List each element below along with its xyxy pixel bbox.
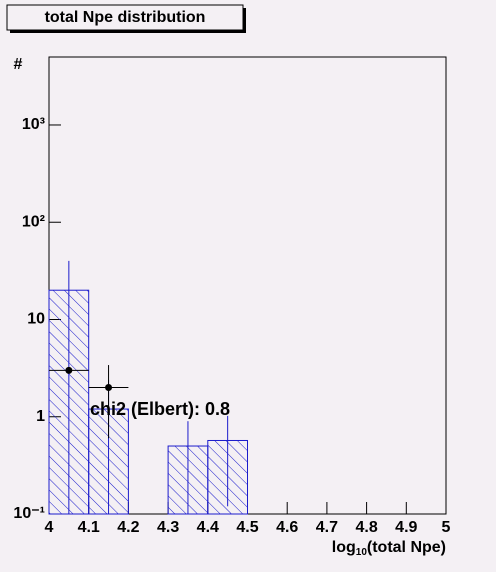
x-tick-label: 4.8 bbox=[355, 519, 377, 536]
x-tick-label: 4.3 bbox=[157, 519, 179, 536]
y-tick-label: 1 bbox=[36, 408, 45, 425]
y-tick-label: 10³ bbox=[22, 116, 45, 133]
x-axis-label: log10(total Npe) bbox=[332, 539, 446, 557]
y-tick-label: 10² bbox=[22, 213, 45, 230]
x-tick-label: 4 bbox=[45, 519, 54, 536]
chart-title: total Npe distribution bbox=[45, 9, 206, 26]
x-tick-label: 4.2 bbox=[117, 519, 139, 536]
data-point bbox=[105, 383, 113, 391]
x-tick-label: 4.6 bbox=[276, 519, 298, 536]
y-tick-label: 10⁻¹ bbox=[13, 505, 45, 522]
x-label-sub: 10 bbox=[356, 547, 368, 558]
title-box bbox=[6, 4, 244, 31]
x-tick-label: 4.7 bbox=[316, 519, 338, 536]
y-axis-label: # bbox=[14, 56, 23, 73]
y-tick-label: 10 bbox=[27, 311, 45, 328]
x-tick-label: 5 bbox=[442, 519, 451, 536]
data-point bbox=[65, 366, 73, 374]
x-tick-label: 4.5 bbox=[236, 519, 258, 536]
annotation: chi2 (Elbert): 0.8 bbox=[90, 399, 230, 419]
x-tick-label: 4.1 bbox=[78, 519, 100, 536]
x-tick-label: 4.4 bbox=[197, 519, 219, 536]
x-label-rest: (total Npe) bbox=[367, 539, 446, 556]
x-tick-label: 4.9 bbox=[395, 519, 417, 536]
x-label-main: log bbox=[332, 539, 356, 556]
